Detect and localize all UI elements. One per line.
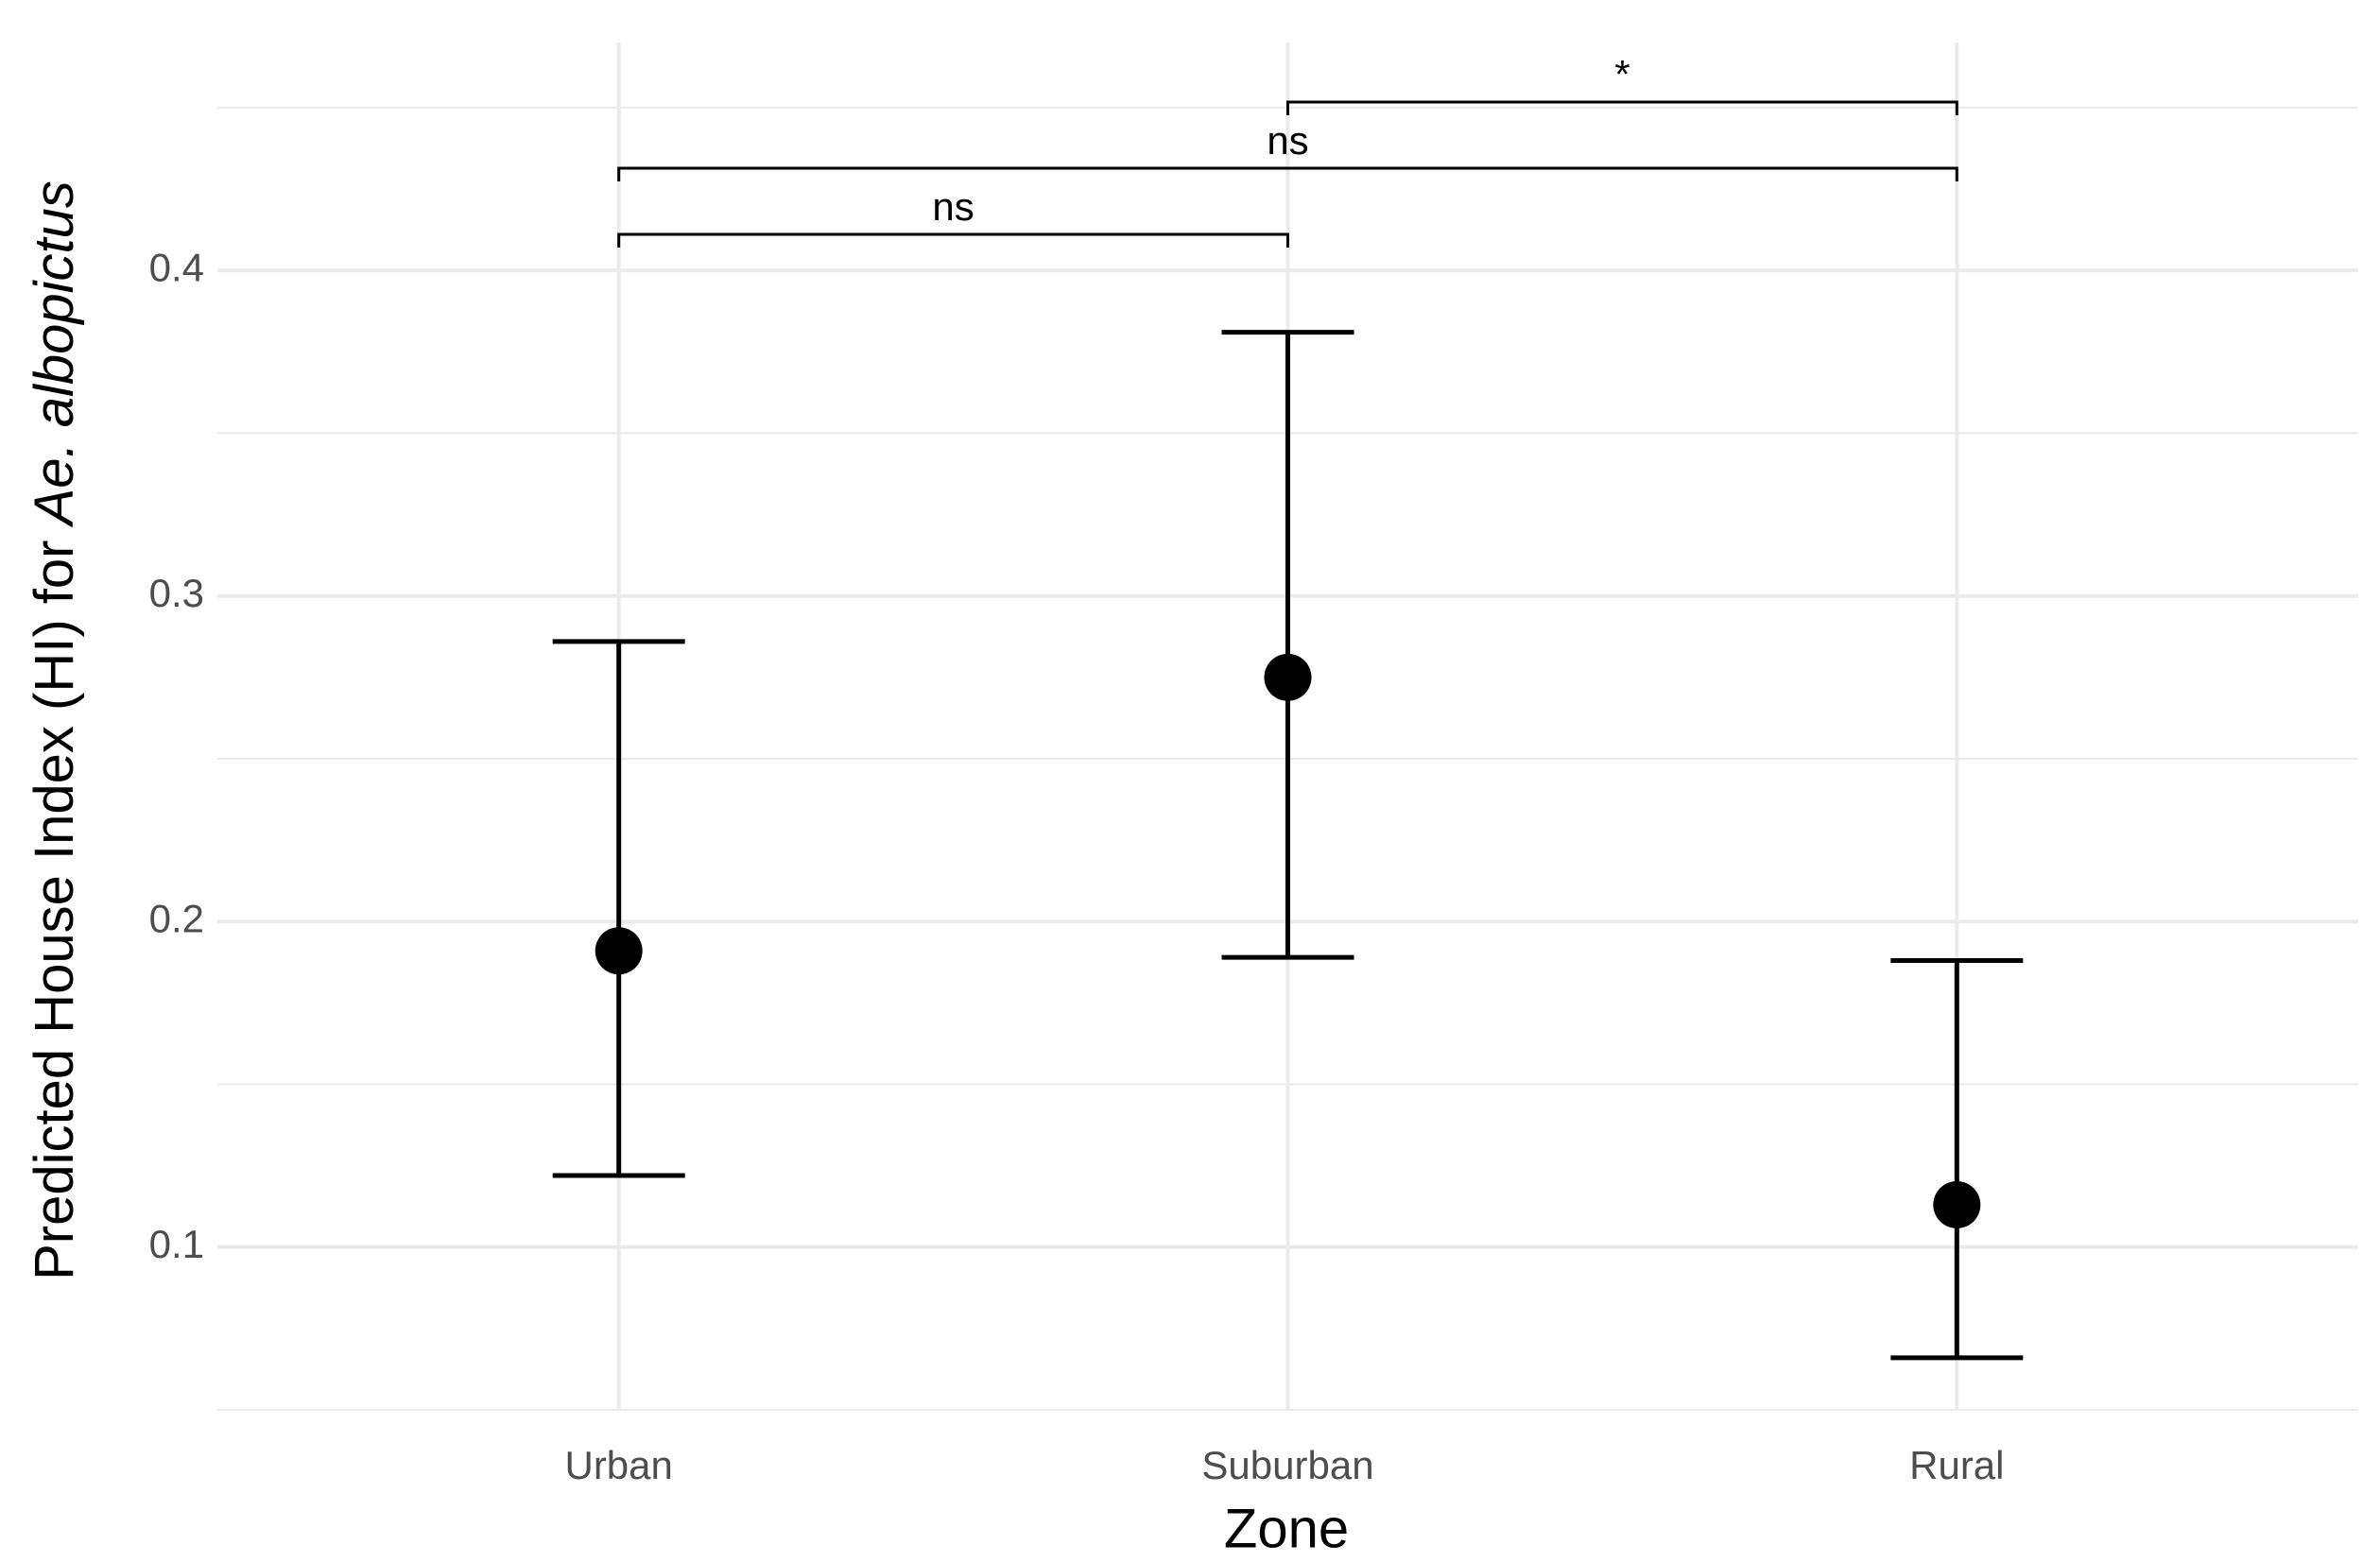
significance-label: ns: [932, 184, 974, 229]
x-tick-label: Urban: [564, 1443, 672, 1487]
x-tick-label: Rural: [1909, 1443, 2004, 1487]
y-axis-title-text: Predicted House Index (HI) for: [24, 524, 85, 1279]
significance-label: *: [1614, 52, 1630, 96]
significance-label: ns: [1267, 118, 1308, 163]
significance-bracket: [617, 232, 1289, 248]
y-tick-label: 0.4: [149, 245, 204, 289]
y-tick-label: 0.3: [149, 571, 204, 615]
y-axis-title-species: Ae. albopictus: [24, 180, 85, 527]
x-axis-title: Zone: [1224, 1498, 1349, 1559]
significance-bracket: [1286, 100, 1958, 115]
point: [595, 927, 643, 975]
point: [1264, 653, 1312, 701]
y-axis-title: Predicted House Index (HI) for Ae. albop…: [24, 180, 85, 1280]
significance-bracket: [617, 166, 1958, 181]
y-tick-label: 0.2: [149, 896, 204, 940]
point: [1933, 1180, 1981, 1228]
x-tick-label: Suburban: [1201, 1443, 1373, 1487]
y-tick-label: 0.1: [149, 1222, 204, 1266]
